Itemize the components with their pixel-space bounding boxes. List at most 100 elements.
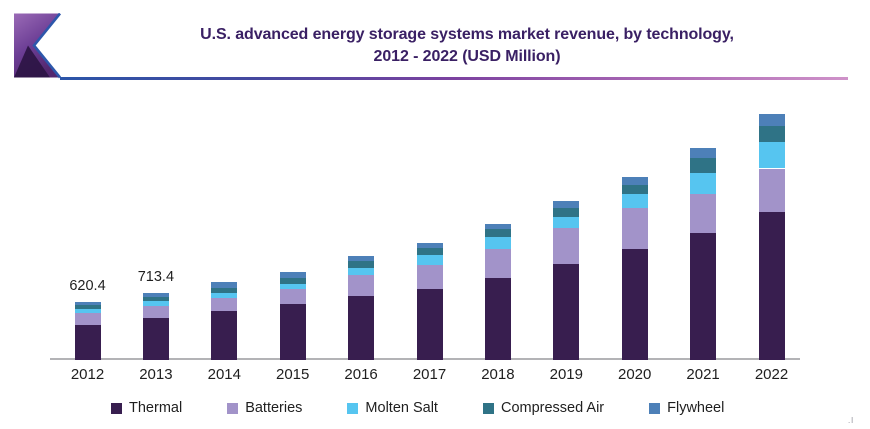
segment-molten-salt bbox=[416, 255, 443, 266]
segment-batteries bbox=[690, 194, 717, 233]
segment-thermal bbox=[211, 311, 238, 360]
x-tick-2019: 2019 bbox=[549, 366, 583, 383]
segment-batteries bbox=[484, 249, 511, 278]
legend-swatch-batteries bbox=[227, 402, 239, 414]
legend-label-batteries: Batteries bbox=[245, 400, 303, 416]
bar-2012 bbox=[74, 301, 101, 360]
data-label-2012: 620.4 bbox=[69, 277, 106, 294]
segment-molten-salt bbox=[621, 194, 648, 208]
segment-batteries bbox=[142, 306, 169, 319]
legend-label-compressed-air: Compressed Air bbox=[500, 400, 605, 416]
bar-2017 bbox=[416, 242, 443, 360]
x-tick-2012: 2012 bbox=[70, 366, 105, 383]
segment-flywheel bbox=[416, 242, 443, 249]
segment-thermal bbox=[553, 263, 580, 360]
bar-2019 bbox=[553, 201, 580, 360]
segment-compressed-air bbox=[74, 305, 101, 310]
x-tick-2022: 2022 bbox=[754, 366, 789, 383]
segment-compressed-air bbox=[211, 287, 238, 293]
plot-area: 2012 2013 2014 2015 2016 2017 2018 2019 2020 2021… bbox=[0, 90, 870, 429]
bar-2016 bbox=[348, 255, 375, 360]
x-tick-2017: 2017 bbox=[412, 366, 447, 383]
bar-2015 bbox=[279, 272, 306, 360]
segment-thermal bbox=[621, 249, 648, 360]
x-tick-2013: 2013 bbox=[139, 366, 173, 383]
segment-molten-salt bbox=[690, 173, 717, 195]
segment-batteries bbox=[416, 265, 443, 289]
segment-thermal bbox=[484, 277, 511, 360]
segment-batteries bbox=[553, 227, 580, 264]
segment-flywheel bbox=[142, 293, 169, 298]
legend-item-compressed-air: Compressed Air bbox=[482, 400, 605, 416]
segment-flywheel bbox=[279, 272, 306, 278]
legend-label-thermal: Thermal bbox=[129, 400, 183, 416]
segment-batteries bbox=[74, 313, 101, 326]
legend-label-molten-salt: Molten Salt bbox=[365, 400, 438, 416]
segment-batteries bbox=[211, 297, 238, 312]
x-tick-2014: 2014 bbox=[207, 366, 241, 383]
legend-item-molten-salt: Molten Salt bbox=[347, 400, 438, 416]
segment-thermal bbox=[74, 325, 101, 360]
segment-flywheel bbox=[211, 282, 238, 288]
segment-thermal bbox=[279, 304, 306, 360]
header-accent-underline bbox=[60, 77, 848, 80]
bar-2022 bbox=[758, 114, 785, 360]
chart-title-line1: U.S. advanced energy storage systems mar… bbox=[200, 26, 734, 43]
segment-thermal bbox=[348, 296, 375, 360]
x-tick-2021: 2021 bbox=[686, 366, 720, 383]
chart-title-line2: 2012 - 2022 (USD Million) bbox=[373, 48, 561, 65]
segment-thermal bbox=[690, 232, 717, 360]
data-label-2013: 713.4 bbox=[137, 269, 175, 286]
segment-molten-salt bbox=[279, 284, 306, 290]
segment-molten-salt bbox=[758, 142, 785, 169]
segment-flywheel bbox=[484, 224, 511, 230]
segment-thermal bbox=[758, 211, 785, 360]
segment-compressed-air bbox=[621, 184, 648, 195]
legend-swatch-molten-salt bbox=[347, 402, 359, 414]
ribbon-dark-triangle bbox=[14, 45, 50, 78]
segment-flywheel bbox=[758, 114, 785, 127]
segment-molten-salt bbox=[211, 292, 238, 298]
legend-label-flywheel: Flywheel bbox=[667, 400, 725, 416]
segment-thermal bbox=[142, 318, 169, 360]
legend: Thermal Batteries Molten Salt Compressed Ai… bbox=[111, 398, 724, 418]
segment-compressed-air bbox=[142, 297, 169, 301]
segment-compressed-air bbox=[690, 158, 717, 174]
x-tick-2018: 2018 bbox=[481, 366, 515, 383]
segment-flywheel bbox=[690, 148, 717, 159]
legend-swatch-compressed-air bbox=[482, 402, 494, 414]
segment-flywheel bbox=[553, 201, 580, 209]
bar-2018 bbox=[484, 224, 511, 360]
segment-compressed-air bbox=[279, 277, 306, 285]
legend-item-batteries: Batteries bbox=[227, 400, 302, 416]
segment-molten-salt bbox=[74, 309, 101, 314]
segment-thermal bbox=[416, 288, 443, 360]
legend-item-flywheel: Flywheel bbox=[649, 400, 724, 416]
segment-batteries bbox=[758, 168, 785, 212]
x-tick-2020: 2020 bbox=[618, 366, 652, 383]
segment-molten-salt bbox=[142, 301, 169, 307]
header-ribbon-icon bbox=[14, 13, 62, 79]
segment-compressed-air bbox=[484, 229, 511, 237]
segment-flywheel bbox=[74, 301, 101, 306]
segment-batteries bbox=[621, 207, 648, 250]
segment-flywheel bbox=[348, 255, 375, 261]
segment-compressed-air bbox=[416, 248, 443, 256]
legend-item-thermal: Thermal bbox=[111, 400, 182, 416]
segment-batteries bbox=[348, 275, 375, 296]
segment-batteries bbox=[279, 289, 306, 305]
legend-swatch-thermal bbox=[111, 402, 122, 414]
segment-molten-salt bbox=[553, 217, 580, 228]
bar-2021 bbox=[690, 148, 717, 360]
x-tick-2016: 2016 bbox=[344, 366, 378, 383]
segment-compressed-air bbox=[758, 126, 785, 143]
segment-flywheel bbox=[621, 176, 648, 185]
stray-mark: .l bbox=[848, 416, 854, 425]
ribbon-blue-edge bbox=[32, 13, 62, 79]
legend-swatch-flywheel bbox=[649, 402, 661, 414]
bar-2013 bbox=[142, 293, 169, 360]
x-tick-2015: 2015 bbox=[276, 366, 310, 383]
bar-2014 bbox=[211, 282, 238, 360]
segment-molten-salt bbox=[484, 236, 511, 250]
